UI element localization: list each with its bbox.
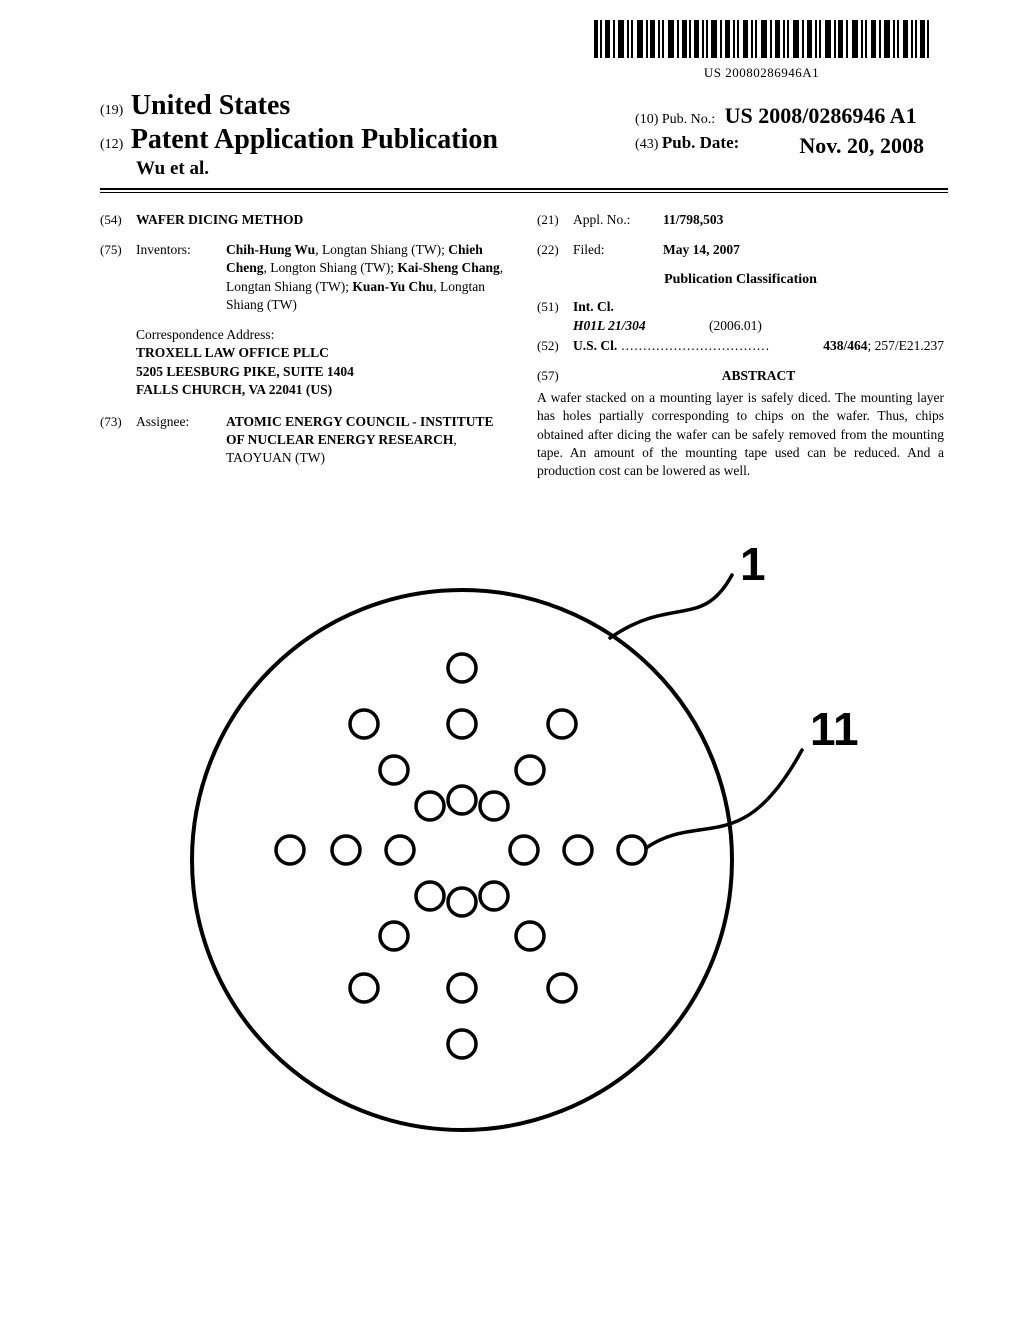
barcode-graphic [594,20,929,58]
intcl-block: Int. Cl. H01L 21/304 (2006.01) [573,298,944,334]
barcode-block: US 20080286946A1 [594,20,929,81]
intcl-label: Int. Cl. [573,299,614,314]
title-row: (54) WAFER DICING METHOD [100,211,507,229]
correspondence-line-2: 5205 LEESBURG PIKE, SUITE 1404 [136,363,507,381]
assignee-value: ATOMIC ENERGY COUNCIL - INSTITUTE OF NUC… [226,413,507,468]
abstract-heading-row: (57) ABSTRACT [537,367,944,385]
uscl-values: 438/464; 257/E21.237 [823,337,944,355]
pub-class-heading: Publication Classification [537,271,944,290]
abstract-text: A wafer stacked on a mounting layer is s… [537,389,944,480]
pub-date-line: (43) Pub. Date: Nov. 20, 2008 [635,133,924,153]
assignee-label: Assignee: [136,413,226,468]
inventors-row: (75) Inventors: Chih-Hung Wu, Longtan Sh… [100,241,507,314]
right-column: (21) Appl. No.: 11/798,503 (22) Filed: M… [537,211,944,480]
code-10: (10) [635,112,658,127]
code-75: (75) [100,241,136,314]
code-51: (51) [537,298,573,334]
abstract-heading: ABSTRACT [573,367,944,385]
filed-value: May 14, 2007 [663,241,944,259]
left-column: (54) WAFER DICING METHOD (75) Inventors:… [100,211,507,480]
patent-figure: 111 [142,520,902,1160]
assignee-name: ATOMIC ENERGY COUNCIL - INSTITUTE OF NUC… [226,414,494,447]
code-52: (52) [537,337,573,355]
code-22: (22) [537,241,573,259]
publication-type: Patent Application Publication [131,124,498,155]
code-54: (54) [100,211,136,229]
uscl-val-1: 438/464 [823,338,867,353]
uscl-row: (52) U.S. Cl. ..........................… [537,337,944,355]
country-name: United States [131,90,290,121]
uscl-val-2: ; 257/E21.237 [868,338,945,353]
assignee-location: TAOYUAN (TW) [226,450,325,465]
inventors-value: Chih-Hung Wu, Longtan Shiang (TW); Chieh… [226,241,507,314]
code-12: (12) [100,137,123,152]
bibliographic-columns: (54) WAFER DICING METHOD (75) Inventors:… [100,211,944,480]
uscl-block: U.S. Cl. ...............................… [573,337,944,355]
figure-area: 111 [100,520,944,1160]
intcl-row: (51) Int. Cl. H01L 21/304 (2006.01) [537,298,944,334]
uscl-label: U.S. Cl. [573,337,617,355]
intcl-code: H01L 21/304 [573,318,646,333]
invention-title: WAFER DICING METHOD [136,211,507,229]
pub-no-label: Pub. No.: [662,112,715,127]
appl-no-value: 11/798,503 [663,211,944,229]
appl-no-label: Appl. No.: [573,211,663,229]
correspondence-block: Correspondence Address: TROXELL LAW OFFI… [136,326,507,399]
header-right-block: (10) Pub. No.: US 2008/0286946 A1 (43) P… [635,103,924,159]
pub-date-value: Nov. 20, 2008 [799,133,924,159]
pub-no-line: (10) Pub. No.: US 2008/0286946 A1 [635,103,924,129]
correspondence-line-3: FALLS CHURCH, VA 22041 (US) [136,381,507,399]
correspondence-label: Correspondence Address: [136,326,507,344]
svg-text:11: 11 [810,703,859,755]
inventors-label: Inventors: [136,241,226,314]
svg-text:1: 1 [740,538,766,590]
correspondence-line-1: TROXELL LAW OFFICE PLLC [136,344,507,362]
appl-no-row: (21) Appl. No.: 11/798,503 [537,211,944,229]
code-43: (43) [635,137,658,152]
uscl-dots: .................................. [617,337,823,355]
code-57: (57) [537,367,573,385]
barcode-text: US 20080286946A1 [594,65,929,81]
authors-line: Wu et al. [136,158,944,180]
code-19: (19) [100,103,123,118]
pub-date-label: Pub. Date: [662,133,739,152]
intcl-date: (2006.01) [709,318,762,333]
code-21: (21) [537,211,573,229]
pub-no-value: US 2008/0286946 A1 [725,103,917,128]
code-73: (73) [100,413,136,468]
filed-label: Filed: [573,241,663,259]
filed-row: (22) Filed: May 14, 2007 [537,241,944,259]
assignee-row: (73) Assignee: ATOMIC ENERGY COUNCIL - I… [100,413,507,468]
rule-thin [100,192,948,193]
rule-thick [100,188,948,190]
